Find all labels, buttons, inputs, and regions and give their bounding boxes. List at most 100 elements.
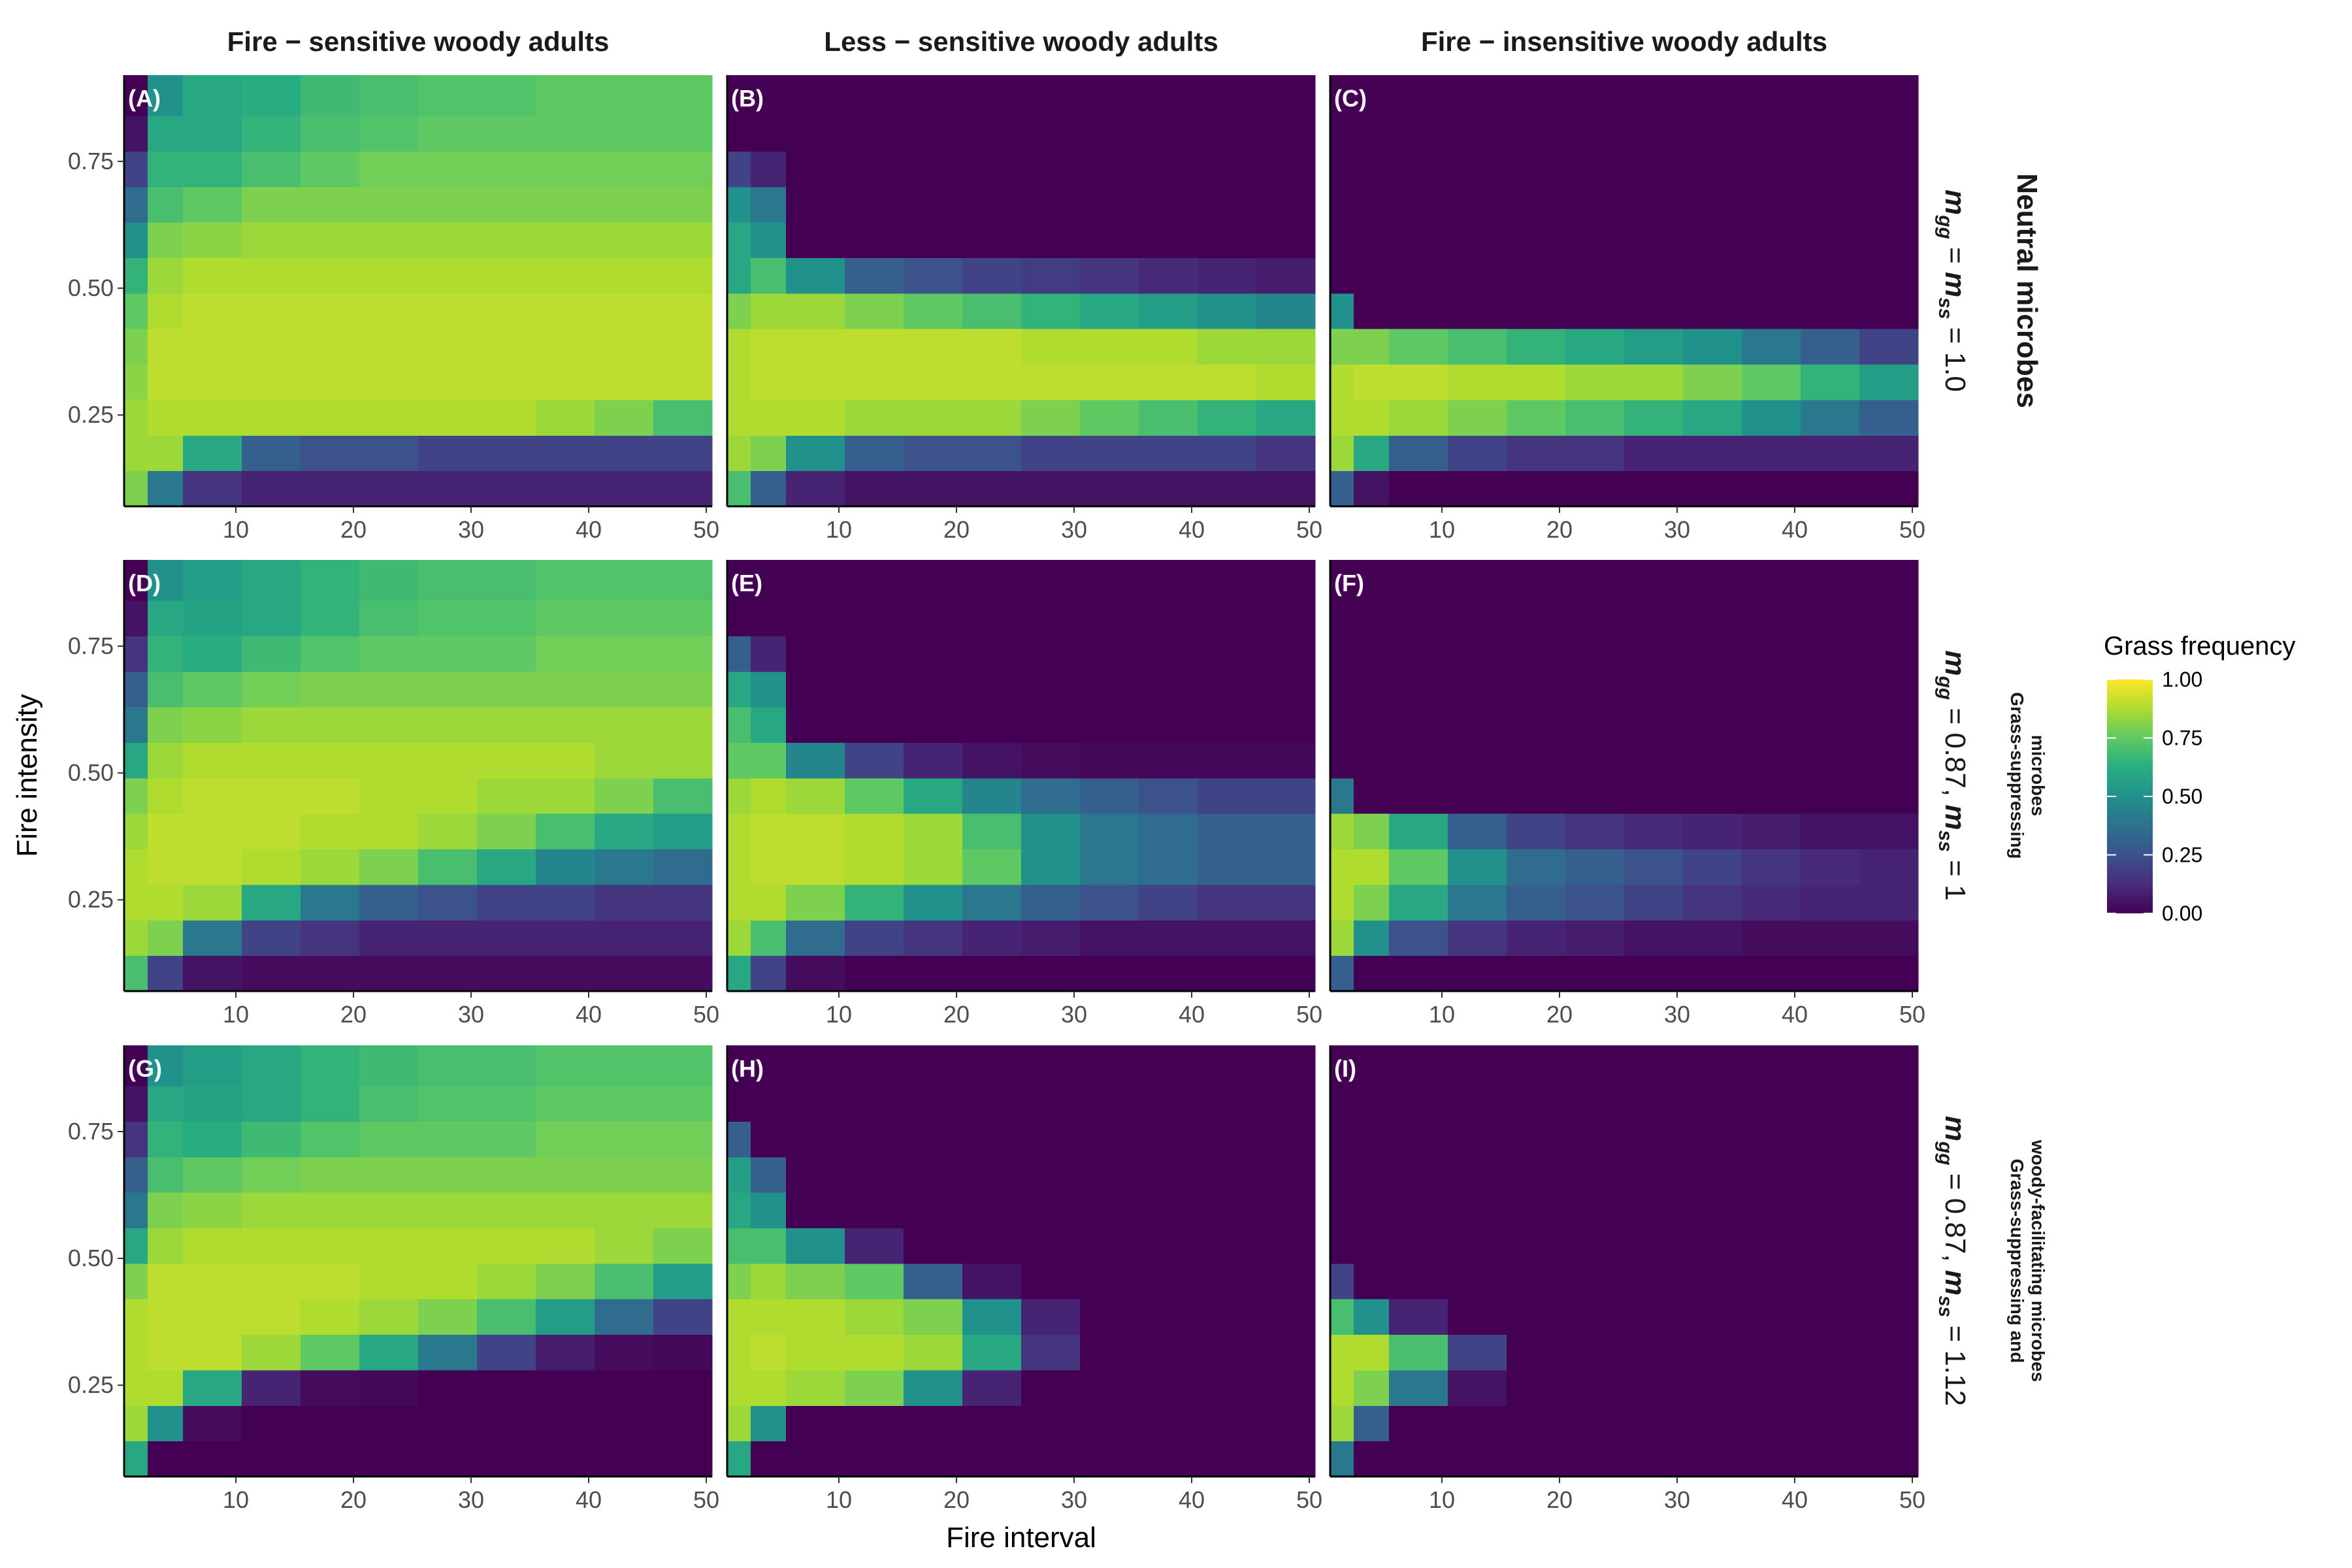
heatmap-cell (301, 1369, 360, 1406)
heatmap-cell (1256, 222, 1316, 259)
heatmap-cell (1080, 1441, 1139, 1477)
x-tick-label: 10 (1429, 516, 1455, 543)
heatmap-cell (1624, 1299, 1684, 1335)
heatmap-cell (653, 707, 713, 743)
x-tick-label: 40 (1179, 516, 1205, 543)
heatmap-cell (1080, 849, 1139, 885)
heatmap-cell (1448, 151, 1507, 188)
heatmap-cell (418, 955, 478, 992)
heatmap-cell (418, 1405, 478, 1442)
heatmap-cell (1080, 1299, 1139, 1335)
heatmap-cell (1256, 1369, 1316, 1406)
formula-symbol: m (1939, 804, 1971, 830)
heatmap-cell (1139, 671, 1198, 708)
heatmap-cell (1330, 884, 1354, 921)
heatmap-cell (845, 1405, 904, 1442)
heatmap-cell (1507, 742, 1566, 779)
heatmap-cell (418, 600, 478, 636)
heatmap-cell (1565, 777, 1625, 814)
heatmap-cell (1389, 955, 1448, 992)
heatmap-cell (359, 1156, 419, 1193)
heatmap-cell (1256, 257, 1316, 294)
heatmap-cell (536, 1334, 595, 1371)
heatmap-cell (727, 636, 751, 672)
heatmap-cell (1080, 560, 1139, 601)
colorbar-tick-label: 0.00 (2162, 902, 2202, 925)
heatmap-cell (1389, 399, 1448, 436)
heatmap-cell (1565, 1156, 1625, 1193)
heatmap-cell (359, 1228, 419, 1264)
heatmap-cell (242, 707, 301, 743)
heatmap-cell (183, 1263, 242, 1299)
heatmap-cell (183, 1299, 242, 1335)
heatmap-cell (1683, 399, 1742, 436)
heatmap-cell (727, 1156, 751, 1193)
heatmap-cell (1801, 116, 1860, 152)
heatmap-cell (183, 1086, 242, 1122)
heatmap-cell (1330, 470, 1354, 507)
heatmap-cell (1198, 222, 1257, 259)
heatmap-cell (536, 1045, 595, 1086)
formula-symbol: m (1939, 650, 1971, 676)
heatmap-cell (904, 707, 963, 743)
heatmap-cell (1256, 884, 1316, 921)
heatmap-cell (301, 399, 360, 436)
heatmap-cell (653, 1334, 713, 1371)
heatmap-cell (786, 151, 845, 188)
heatmap-cell (1742, 1369, 1801, 1406)
heatmap-cell (786, 1192, 845, 1229)
heatmap-cell (1198, 1369, 1257, 1406)
heatmap-cell (1742, 222, 1801, 259)
heatmap-cell (1448, 364, 1507, 400)
heatmap-cell (595, 1156, 654, 1193)
heatmap-cell (1683, 293, 1742, 329)
heatmap-cell (904, 1086, 963, 1122)
heatmap-cell (1448, 671, 1507, 708)
heatmap-cell (751, 1405, 787, 1442)
heatmap-cell (845, 257, 904, 294)
heatmap-cell (418, 222, 478, 259)
heatmap-cell (1354, 1045, 1390, 1086)
heatmap-cell (727, 116, 751, 152)
heatmap-cell (242, 920, 301, 956)
heatmap-cell (1354, 257, 1390, 294)
heatmap-cell (124, 884, 148, 921)
panel-label: (D) (128, 570, 161, 596)
formula-text: = 1.12 (1939, 1317, 1971, 1406)
heatmap-cell (653, 1086, 713, 1122)
strip-formula: mgg = 0.87, mss = 1 (1935, 650, 1971, 900)
heatmap-cell (1389, 293, 1448, 329)
heatmap-cell (301, 1441, 360, 1477)
heatmap-cell (751, 116, 787, 152)
heatmap-cell (595, 329, 654, 365)
heatmap-cell (1507, 329, 1566, 365)
heatmap-cell (301, 364, 360, 400)
heatmap-cell (786, 293, 845, 329)
heatmap-cell (1859, 222, 1919, 259)
heatmap-cell (1330, 1086, 1354, 1122)
x-tick-label: 40 (1782, 516, 1808, 543)
heatmap-cell (962, 1045, 1022, 1086)
heatmap-cell (653, 116, 713, 152)
heatmap-cell (1198, 1045, 1257, 1086)
heatmap-cell (653, 293, 713, 329)
heatmap-cell (751, 849, 787, 885)
heatmap-cell (477, 600, 536, 636)
column-title: Fire − sensitive woody adults (227, 26, 610, 57)
heatmap-cell (1565, 1192, 1625, 1229)
heatmap-cell (1021, 742, 1081, 779)
heatmap-cell (1448, 884, 1507, 921)
heatmap-cell (148, 777, 184, 814)
heatmap-cell (1565, 920, 1625, 956)
x-tick-label: 50 (693, 1001, 719, 1028)
heatmap-cell (1448, 1263, 1507, 1299)
heatmap-cell (1330, 222, 1354, 259)
x-tick-label: 20 (943, 1486, 970, 1513)
heatmap-cell (786, 671, 845, 708)
heatmap-cell (904, 955, 963, 992)
heatmap-cell (1021, 470, 1081, 507)
heatmap-cell (536, 671, 595, 708)
heatmap-cell (1507, 1156, 1566, 1193)
heatmap-cell (786, 222, 845, 259)
heatmap-cell (1139, 293, 1198, 329)
